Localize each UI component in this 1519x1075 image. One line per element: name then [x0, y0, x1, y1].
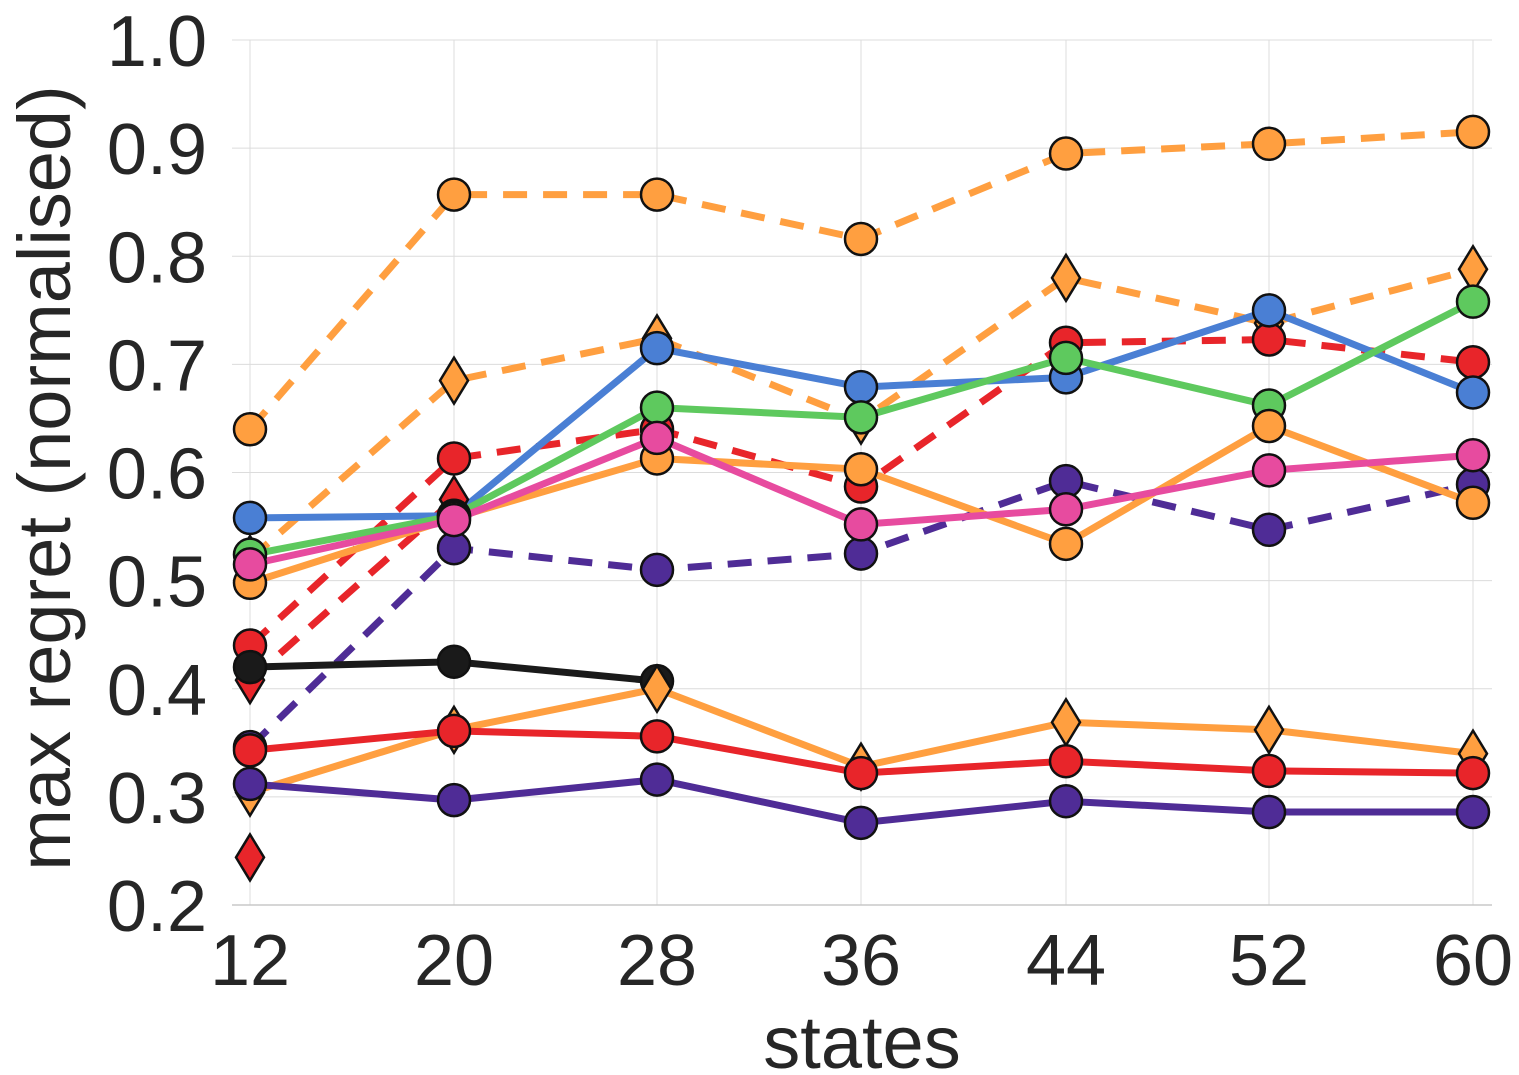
data-point [1251, 293, 1287, 328]
data-point [232, 649, 268, 685]
y-tick-label: 0.8 [107, 218, 207, 298]
data-point-diamond [1050, 252, 1082, 304]
data-point-diamond [1050, 696, 1082, 748]
data-point [843, 536, 879, 571]
data-point [843, 452, 879, 487]
x-axis-title: states [763, 1001, 960, 1075]
data-point [1251, 322, 1287, 357]
data-point [639, 420, 675, 456]
data-point [1048, 526, 1084, 562]
data-point [1455, 437, 1491, 473]
x-tick-label: 12 [210, 921, 290, 1001]
data-point [639, 177, 675, 212]
tick-labels: 0.2 0.3 0.4 0.5 0.6 0.7 0.8 0.9 1.0 12 20 28 36 44 52 6… [107, 2, 1513, 1001]
data-point [1455, 344, 1491, 380]
data-point [232, 547, 268, 582]
data-point [1048, 136, 1084, 171]
data-point [232, 412, 268, 447]
data-point [1048, 492, 1084, 527]
data-point [1251, 453, 1287, 488]
x-tick-label: 36 [821, 921, 901, 1001]
data-point [436, 177, 472, 212]
x-tick-label: 28 [617, 921, 697, 1001]
y-tick-label: 0.7 [107, 326, 207, 406]
y-axis-title: max regret (normalised) [3, 85, 86, 870]
data-point-diamond [234, 832, 266, 883]
x-tick-label: 44 [1026, 921, 1106, 1001]
data-point [1455, 284, 1491, 319]
series-markers [232, 114, 1491, 883]
y-tick-label: 0.6 [107, 435, 207, 515]
data-point [843, 221, 879, 257]
x-tick-label: 60 [1433, 921, 1513, 1001]
data-point [436, 644, 472, 679]
data-point [1455, 794, 1491, 830]
data-point [1048, 783, 1084, 819]
data-point [639, 552, 675, 588]
data-point-diamond [641, 663, 673, 715]
y-tick-label: 0.4 [107, 651, 207, 731]
data-point [843, 755, 879, 791]
data-point [1455, 375, 1491, 410]
data-point [1251, 408, 1287, 444]
data-point [639, 762, 675, 797]
data-point [232, 733, 268, 768]
data-point [1048, 743, 1084, 779]
y-tick-label: 0.3 [107, 759, 207, 839]
data-point [1048, 340, 1084, 376]
y-tick-label: 0.5 [107, 543, 207, 623]
y-tick-label: 0.9 [107, 110, 207, 190]
x-tick-label: 20 [414, 921, 494, 1001]
data-point [1455, 114, 1491, 150]
data-point [1251, 794, 1287, 830]
data-point [639, 330, 675, 366]
data-point [843, 507, 879, 542]
data-point [1251, 126, 1287, 162]
data-point [436, 782, 472, 818]
data-point [232, 766, 268, 802]
data-point [436, 713, 472, 749]
data-point [843, 400, 879, 435]
data-point-diamond [1253, 704, 1285, 756]
data-point [1251, 512, 1287, 548]
data-point [436, 441, 472, 476]
data-point [1455, 485, 1491, 521]
data-point [639, 390, 675, 425]
data-point [1251, 753, 1287, 789]
data-point [1455, 755, 1491, 791]
data-point [639, 719, 675, 754]
y-tick-label: 1.0 [107, 2, 207, 82]
data-point [843, 369, 879, 405]
data-point [232, 500, 268, 536]
data-point [843, 805, 879, 841]
y-tick-label: 0.2 [107, 867, 207, 947]
x-tick-label: 52 [1229, 921, 1309, 1001]
data-point-diamond [438, 355, 470, 406]
data-point [436, 502, 472, 538]
series-line [247, 496, 457, 683]
